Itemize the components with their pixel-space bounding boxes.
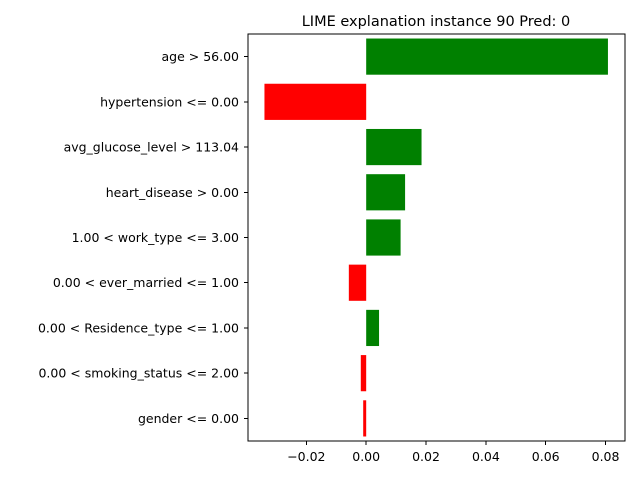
bar-3 (366, 174, 406, 211)
chart-title: LIME explanation instance 90 Pred: 0 (302, 14, 571, 30)
y-tick-label: age > 56.00 (162, 49, 240, 64)
y-tick-label: avg_glucose_level > 113.04 (64, 140, 239, 155)
y-tick-label: heart_disease > 0.00 (106, 185, 239, 200)
x-tick-label: 0.04 (472, 449, 500, 464)
bar-6 (366, 309, 380, 347)
y-tick-label: hypertension <= 0.00 (100, 94, 239, 109)
plot-frame (247, 33, 626, 442)
bar-7 (360, 355, 367, 392)
y-tick-label: 0.00 < Residence_type <= 1.00 (38, 320, 239, 335)
x-tick-label: 0.00 (352, 449, 380, 464)
bar-8 (363, 400, 367, 437)
bar-1 (264, 83, 367, 120)
x-tick-label: 0.08 (592, 449, 620, 464)
y-axis-ticks: age > 56.00 hypertension <= 0.00 avg_gluco… (38, 49, 248, 426)
y-tick-label: gender <= 0.00 (138, 411, 239, 426)
bar-2 (366, 128, 422, 166)
bar-4 (366, 219, 401, 256)
x-tick-label: 0.02 (412, 449, 440, 464)
bars-group (264, 38, 608, 437)
bar-5 (348, 264, 367, 301)
x-tick-label: 0.06 (532, 449, 560, 464)
y-tick-label: 1.00 < work_type <= 3.00 (72, 230, 239, 245)
bar-0 (366, 38, 608, 75)
x-tick-label: −0.02 (287, 449, 325, 464)
x-axis-ticks: −0.02 0.00 0.02 0.04 0.06 0.08 (287, 441, 620, 464)
y-tick-label: 0.00 < ever_married <= 1.00 (53, 275, 239, 290)
y-tick-label: 0.00 < smoking_status <= 2.00 (38, 366, 239, 381)
